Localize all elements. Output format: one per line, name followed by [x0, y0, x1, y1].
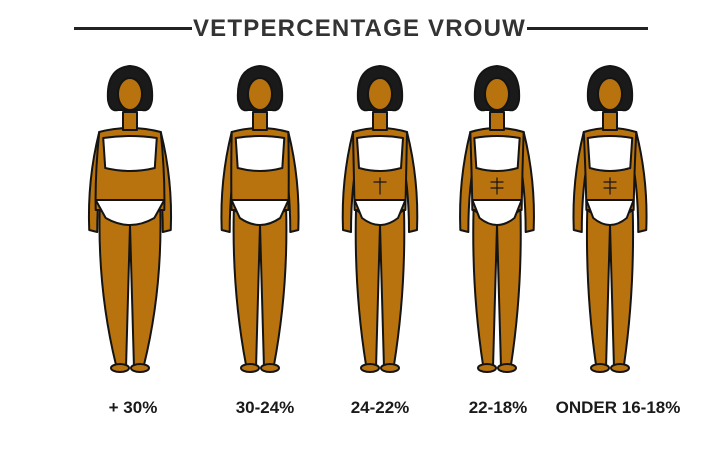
figure-group [341, 65, 419, 373]
bra [102, 135, 158, 172]
bra [234, 135, 286, 172]
figure-group [87, 65, 173, 373]
left-leg [232, 209, 261, 369]
body-figure-1 [65, 60, 195, 380]
body-figure-3 [315, 60, 445, 380]
left-foot [360, 363, 380, 373]
bra [586, 135, 634, 172]
left-leg [98, 209, 131, 369]
left-foot [590, 363, 610, 373]
neck [602, 111, 618, 131]
right-leg [379, 209, 406, 369]
header-rule-left [74, 27, 192, 30]
left-leg [354, 209, 381, 369]
page-title: VETPERCENTAGE VROUW [192, 15, 527, 42]
neck [252, 111, 268, 131]
body-figure-2 [195, 60, 325, 380]
briefs [585, 199, 635, 226]
body-illustration [459, 65, 535, 373]
right-foot [610, 363, 630, 373]
right-foot [380, 363, 400, 373]
body-illustration [341, 65, 419, 373]
fat-percentage-label-5: ONDER 16-18% [555, 398, 681, 417]
face [367, 77, 393, 111]
briefs [471, 199, 523, 226]
briefs [230, 199, 290, 226]
face [117, 77, 143, 111]
left-leg [585, 209, 611, 369]
fat-percentage-label-3: 24-22% [350, 398, 410, 417]
fat-percentage-label-1: + 30% [108, 398, 158, 417]
left-leg [472, 209, 498, 369]
neck [372, 111, 388, 131]
header: VETPERCENTAGE VROUW [0, 14, 720, 46]
briefs [353, 199, 407, 226]
face [247, 77, 273, 111]
face [484, 77, 510, 111]
abdominal-lines [603, 177, 617, 195]
bra [473, 135, 521, 172]
fat-percentage-label-4: 22-18% [468, 398, 528, 417]
bra [356, 135, 404, 172]
left-foot [110, 363, 130, 373]
right-leg [496, 209, 522, 369]
fat-percentage-label-2: 30-24% [235, 398, 295, 417]
right-leg [129, 209, 162, 369]
body-figure-4 [432, 60, 562, 380]
abdominal-lines [490, 177, 504, 195]
body-illustration [220, 65, 300, 373]
figure-group [459, 65, 535, 373]
right-foot [497, 363, 517, 373]
neck [122, 111, 138, 131]
right-leg [259, 209, 288, 369]
figure-group [572, 65, 648, 373]
figure-row [0, 60, 720, 380]
right-foot [260, 363, 280, 373]
right-leg [609, 209, 635, 369]
header-rule-right [527, 27, 648, 30]
figure-group [220, 65, 300, 373]
body-illustration [87, 65, 173, 373]
body-illustration [572, 65, 648, 373]
body-figure-5 [545, 60, 675, 380]
face [597, 77, 623, 111]
left-foot [240, 363, 260, 373]
abdominal-lines [373, 177, 387, 195]
neck [489, 111, 505, 131]
left-foot [477, 363, 497, 373]
briefs [94, 199, 166, 226]
right-foot [130, 363, 150, 373]
